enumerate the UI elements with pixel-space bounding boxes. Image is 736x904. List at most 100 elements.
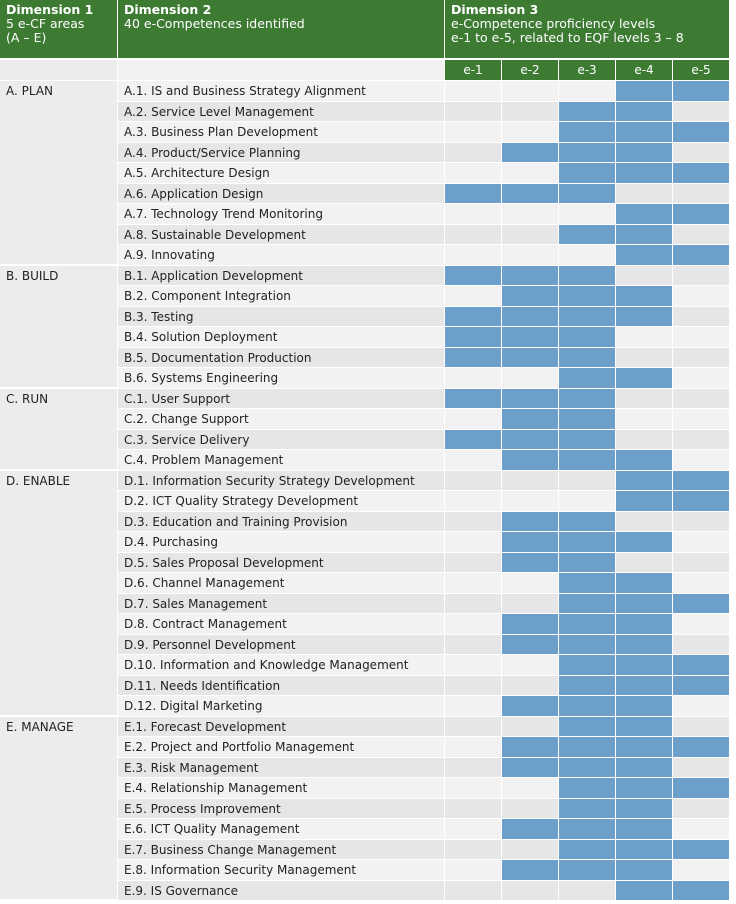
level-cell bbox=[673, 224, 729, 244]
level-mark bbox=[502, 327, 558, 347]
level-mark bbox=[673, 163, 729, 183]
competence-name: D.4. Purchasing bbox=[118, 532, 444, 552]
level-mark bbox=[673, 81, 729, 101]
level-mark bbox=[502, 183, 558, 203]
level-mark bbox=[559, 286, 615, 306]
level-cell bbox=[445, 593, 501, 613]
level-cell bbox=[445, 450, 501, 470]
level-mark bbox=[616, 778, 672, 798]
level-mark bbox=[673, 491, 729, 511]
level-cell bbox=[616, 183, 672, 203]
level-cell bbox=[559, 204, 615, 224]
level-mark bbox=[616, 306, 672, 326]
level-mark bbox=[502, 306, 558, 326]
level-mark bbox=[559, 757, 615, 777]
level-cell bbox=[616, 327, 672, 347]
header-line: e-1 to e-5, related to EQF levels 3 – 8 bbox=[451, 30, 684, 45]
level-mark bbox=[445, 265, 501, 285]
competence-name: A.6. Application Design bbox=[118, 183, 444, 203]
level-cell bbox=[673, 798, 729, 818]
level-cell bbox=[616, 552, 672, 572]
level-mark bbox=[559, 265, 615, 285]
level-mark bbox=[616, 573, 672, 593]
level-cell bbox=[445, 163, 501, 183]
level-cell bbox=[559, 245, 615, 265]
level-mark bbox=[559, 183, 615, 203]
level-cell bbox=[502, 675, 558, 695]
level-cell bbox=[502, 204, 558, 224]
level-mark bbox=[616, 163, 672, 183]
competence-name: E.2. Project and Portfolio Management bbox=[118, 737, 444, 757]
level-cell bbox=[445, 655, 501, 675]
level-cell bbox=[445, 204, 501, 224]
competence-name: A.5. Architecture Design bbox=[118, 163, 444, 183]
level-cell bbox=[673, 532, 729, 552]
level-mark bbox=[559, 101, 615, 121]
level-mark bbox=[559, 122, 615, 142]
level-cell bbox=[502, 573, 558, 593]
level-mark bbox=[616, 224, 672, 244]
level-cell bbox=[445, 798, 501, 818]
area-cell: A. PLAN bbox=[0, 81, 117, 264]
header-title: Dimension 3 bbox=[451, 2, 539, 17]
level-mark bbox=[559, 778, 615, 798]
level-cell bbox=[673, 614, 729, 634]
level-cell bbox=[445, 552, 501, 572]
level-mark bbox=[559, 655, 615, 675]
competence-name: A.9. Innovating bbox=[118, 245, 444, 265]
level-mark bbox=[559, 388, 615, 408]
level-mark bbox=[559, 552, 615, 572]
level-mark bbox=[502, 737, 558, 757]
level-cell bbox=[445, 142, 501, 162]
level-cell bbox=[502, 101, 558, 121]
level-cell bbox=[502, 245, 558, 265]
competence-name: A.8. Sustainable Development bbox=[118, 224, 444, 244]
blank-cell bbox=[0, 60, 117, 80]
competence-name: C.4. Problem Management bbox=[118, 450, 444, 470]
level-cell bbox=[502, 81, 558, 101]
competence-name: E.5. Process Improvement bbox=[118, 798, 444, 818]
level-mark bbox=[616, 655, 672, 675]
level-mark bbox=[445, 429, 501, 449]
level-cell bbox=[616, 265, 672, 285]
level-cell bbox=[616, 409, 672, 429]
header-cell: Dimension 2 40 e-Competences identified bbox=[118, 0, 444, 58]
competence-name: D.3. Education and Training Provision bbox=[118, 511, 444, 531]
level-cell bbox=[445, 819, 501, 839]
level-mark bbox=[616, 716, 672, 736]
level-cell bbox=[445, 409, 501, 429]
level-cell bbox=[673, 511, 729, 531]
level-mark bbox=[559, 450, 615, 470]
level-mark bbox=[616, 491, 672, 511]
header-line: e-Competence proficiency levels bbox=[451, 16, 656, 31]
level-mark bbox=[559, 716, 615, 736]
competence-name: E.1. Forecast Development bbox=[118, 716, 444, 736]
level-mark bbox=[616, 757, 672, 777]
level-cell bbox=[559, 470, 615, 490]
level-cell bbox=[445, 122, 501, 142]
level-cell bbox=[502, 839, 558, 859]
competence-name: E.8. Information Security Management bbox=[118, 860, 444, 880]
level-mark bbox=[502, 286, 558, 306]
level-cell bbox=[502, 778, 558, 798]
level-cell bbox=[673, 286, 729, 306]
level-mark bbox=[616, 860, 672, 880]
level-mark bbox=[559, 593, 615, 613]
level-mark bbox=[559, 675, 615, 695]
level-cell bbox=[445, 880, 501, 900]
level-mark bbox=[559, 573, 615, 593]
level-mark bbox=[559, 696, 615, 716]
level-cell bbox=[616, 388, 672, 408]
level-cell bbox=[445, 491, 501, 511]
level-mark bbox=[445, 306, 501, 326]
level-cell bbox=[445, 573, 501, 593]
level-mark bbox=[502, 450, 558, 470]
level-mark bbox=[559, 839, 615, 859]
competence-name: D.2. ICT Quality Strategy Development bbox=[118, 491, 444, 511]
competence-name: C.3. Service Delivery bbox=[118, 429, 444, 449]
level-header: e-3 bbox=[559, 60, 615, 80]
blank-cell bbox=[118, 60, 444, 80]
level-header: e-4 bbox=[616, 60, 672, 80]
